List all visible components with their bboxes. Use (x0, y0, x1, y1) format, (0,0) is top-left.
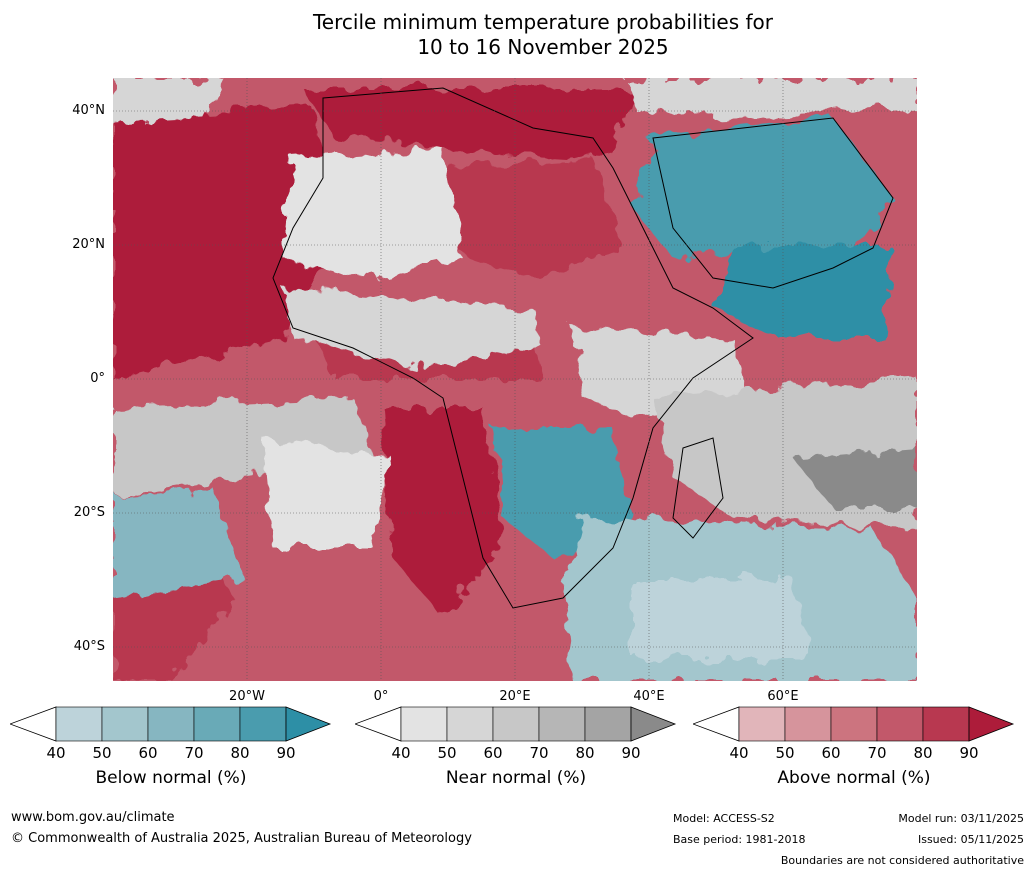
footer-url: www.bom.gov.au/climate (11, 810, 175, 825)
footer-model-run: Model run: 03/11/2025 (898, 812, 1024, 825)
cbar-near-segment (400, 706, 448, 742)
lat-label-0: 0° (90, 371, 105, 386)
cbar-above-tick: 60 (821, 744, 841, 762)
cbar-above-tick: 80 (913, 744, 933, 762)
cbar-below-tick: 60 (138, 744, 158, 762)
cbar-near-tick: 80 (575, 744, 595, 762)
cbar-above-tick: 70 (867, 744, 887, 762)
cbar-below-tick: 80 (230, 744, 250, 762)
cbar-near-segment (584, 706, 632, 742)
cbar-above-min-arrow (693, 706, 740, 742)
cbar-below-tick: 40 (46, 744, 66, 762)
cbar-near-tick: 90 (621, 744, 641, 762)
colorbar-below-normal (10, 706, 332, 742)
lat-label-40s: 40°S (73, 639, 105, 654)
lat-label-40n: 40°N (72, 103, 105, 118)
cbar-near-max-arrow (630, 706, 677, 742)
cbar-above-segment (922, 706, 970, 742)
cbar-near-tick: 60 (483, 744, 503, 762)
lon-label-20w: 20°W (229, 689, 265, 704)
lon-label-0: 0° (373, 689, 389, 704)
cbar-below-segment (193, 706, 241, 742)
lat-label-20s: 20°S (73, 505, 105, 520)
cbar-near-tick: 40 (391, 744, 411, 762)
cbar-below-tick: 70 (184, 744, 204, 762)
cbar-above-tick: 50 (775, 744, 795, 762)
lon-label-40e: 40°E (633, 689, 665, 704)
footer-copyright: © Commonwealth of Australia 2025, Austra… (11, 831, 472, 846)
cbar-above-segment (784, 706, 832, 742)
cbar-below-min-arrow (10, 706, 57, 742)
graticule (113, 78, 917, 681)
cbar-above-label: Above normal (%) (777, 768, 931, 788)
footer-base-period: Base period: 1981-2018 (673, 833, 806, 846)
cbar-below-label: Below normal (%) (95, 768, 247, 788)
footer-issued: Issued: 05/11/2025 (917, 833, 1024, 846)
cbar-near-min-arrow (355, 706, 402, 742)
map-title: Tercile minimum temperature probabilitie… (0, 10, 1035, 60)
colorbar-near-normal (355, 706, 677, 742)
cbar-below-segment (239, 706, 287, 742)
cbar-above-tick: 40 (729, 744, 749, 762)
cbar-below-max-arrow (285, 706, 332, 742)
cbar-below-tick: 50 (92, 744, 112, 762)
cbar-below-tick: 90 (276, 744, 296, 762)
cbar-near-tick: 70 (529, 744, 549, 762)
cbar-near-segment (492, 706, 540, 742)
lon-label-20e: 20°E (499, 689, 531, 704)
cbar-below-segment (55, 706, 103, 742)
cbar-above-tick: 90 (959, 744, 979, 762)
cbar-below-segment (147, 706, 195, 742)
cbar-above-segment (876, 706, 924, 742)
coastlines (272, 87, 894, 609)
probability-map (113, 78, 917, 681)
cbar-above-segment (830, 706, 878, 742)
colorbar-above-normal (693, 706, 1015, 742)
footer-disclaimer: Boundaries are not considered authoritat… (780, 854, 1024, 867)
title-line-2: 10 to 16 November 2025 (417, 35, 669, 59)
cbar-near-segment (446, 706, 494, 742)
cbar-below-segment (101, 706, 149, 742)
cbar-near-tick: 50 (437, 744, 457, 762)
cbar-near-segment (538, 706, 586, 742)
cbar-above-segment (738, 706, 786, 742)
lon-label-60e: 60°E (767, 689, 799, 704)
cbar-above-max-arrow (968, 706, 1015, 742)
lat-label-20n: 20°N (72, 237, 105, 252)
footer-model: Model: ACCESS-S2 (673, 812, 775, 825)
title-line-1: Tercile minimum temperature probabilitie… (312, 10, 774, 34)
cbar-near-label: Near normal (%) (445, 768, 587, 788)
